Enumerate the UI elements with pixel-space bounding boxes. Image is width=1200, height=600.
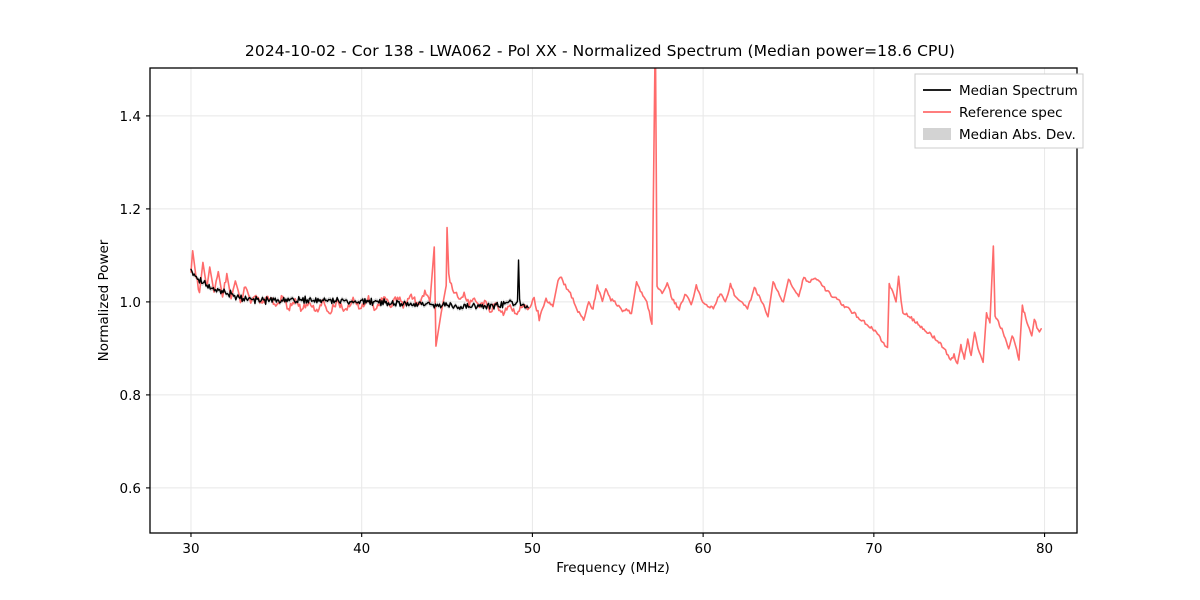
reference-spec-line [190,68,1042,365]
y-tick-label: 0.8 [120,388,141,404]
y-tick-label: 0.6 [120,481,141,497]
y-tick-labels: 0.6 0.8 1.0 1.2 1.4 [120,109,141,497]
y-tick-label: 1.2 [120,202,141,218]
legend-swatch-2 [923,128,951,140]
x-tick-label: 70 [865,541,882,557]
x-tick-labels: 30 40 50 60 70 80 [182,541,1053,557]
axis-ticks [146,115,1046,537]
median-spectrum-line [190,259,529,310]
legend-label: Reference spec [959,105,1063,121]
x-tick-label: 50 [524,541,541,557]
axes-spines [149,67,1078,534]
x-tick-label: 30 [182,541,199,557]
x-axis-label: Frequency (MHz) [556,560,669,576]
y-tick-label: 1.4 [120,109,141,125]
x-tick-label: 80 [1036,541,1053,557]
legend-label: Median Abs. Dev. [959,127,1076,143]
x-tick-label: 40 [353,541,370,557]
page-title: 2024-10-02 - Cor 138 - LWA062 - Pol XX -… [244,42,956,60]
chart-legend: Median Spectrum Reference spec Median Abs.… [914,73,1084,149]
y-axis-label: Normalized Power [96,239,112,361]
legend-label: Median Spectrum [959,83,1078,99]
y-tick-label: 1.0 [120,295,141,311]
x-tick-label: 60 [695,541,712,557]
